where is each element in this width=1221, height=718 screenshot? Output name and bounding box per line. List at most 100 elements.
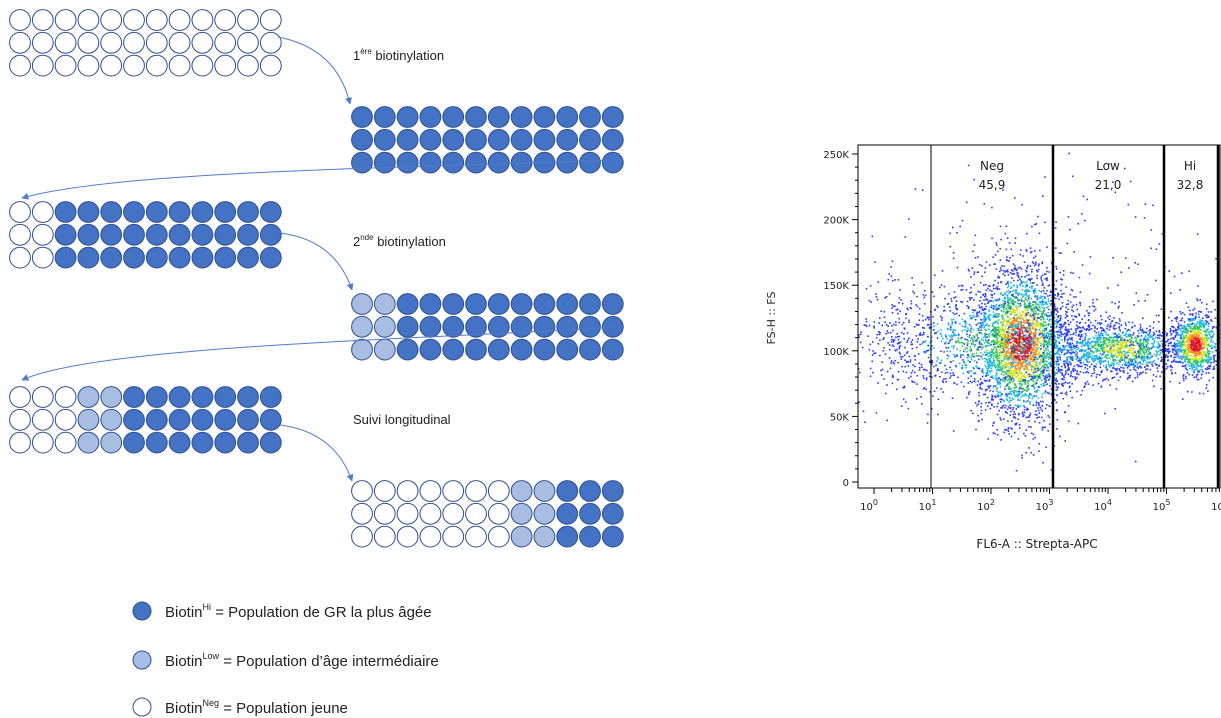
scatter-event xyxy=(1151,363,1153,365)
scatter-event xyxy=(1122,331,1125,334)
scatter-event xyxy=(1065,313,1067,316)
scatter-event xyxy=(1013,341,1016,343)
scatter-event xyxy=(1002,269,1005,272)
scatter-event xyxy=(1026,311,1028,314)
scatter-event xyxy=(1038,324,1040,326)
scatter-event xyxy=(1036,323,1038,326)
scatter-event xyxy=(1075,328,1077,330)
scatter-event xyxy=(1038,232,1041,235)
scatter-event xyxy=(937,369,939,372)
scatter-event xyxy=(1132,354,1134,356)
scatter-event xyxy=(1024,379,1026,381)
scatter-event xyxy=(1061,378,1063,381)
scatter-event xyxy=(822,373,824,375)
scatter-event xyxy=(1140,331,1143,333)
scatter-event xyxy=(1022,415,1024,418)
scatter-event xyxy=(1019,304,1022,307)
scatter-event xyxy=(1026,368,1028,370)
scatter-event xyxy=(1025,366,1027,368)
scatter-event xyxy=(1020,373,1022,375)
scatter-event xyxy=(1104,342,1107,345)
scatter-event xyxy=(1033,367,1035,369)
scatter-event xyxy=(1003,304,1005,306)
scatter-event xyxy=(1016,348,1018,351)
scatter-event xyxy=(1024,335,1027,338)
cell-biotin-neg xyxy=(77,9,100,31)
scatter-event xyxy=(1142,344,1144,347)
scatter-event xyxy=(1013,311,1015,313)
scatter-event xyxy=(1016,341,1019,344)
scatter-event xyxy=(994,395,996,397)
scatter-event xyxy=(1008,324,1011,327)
scatter-event xyxy=(1081,389,1084,392)
scatter-event xyxy=(992,386,995,388)
scatter-event xyxy=(1021,390,1024,393)
scatter-event xyxy=(1018,390,1021,393)
scatter-event xyxy=(1065,328,1068,331)
scatter-event xyxy=(887,332,889,334)
scatter-event xyxy=(1044,355,1047,358)
cell-biotin-hi xyxy=(419,106,442,128)
scatter-event xyxy=(1025,359,1027,362)
scatter-event xyxy=(980,331,982,334)
scatter-event xyxy=(1001,393,1003,395)
scatter-event xyxy=(1059,331,1061,333)
scatter-event xyxy=(1121,355,1123,357)
scatter-event xyxy=(1071,338,1073,340)
scatter-event xyxy=(983,379,986,382)
scatter-event xyxy=(1020,346,1022,349)
scatter-event xyxy=(1121,347,1123,349)
scatter-event xyxy=(1122,341,1124,344)
scatter-event xyxy=(1022,348,1025,351)
scatter-event xyxy=(1036,319,1038,321)
scatter-event xyxy=(1021,317,1023,319)
scatter-event xyxy=(1044,273,1046,275)
scatter-event xyxy=(1031,285,1034,287)
scatter-event xyxy=(1076,390,1078,393)
scatter-event xyxy=(981,275,983,278)
scatter-event xyxy=(985,312,987,315)
scatter-event xyxy=(1007,370,1009,373)
scatter-event xyxy=(1107,343,1109,345)
scatter-event xyxy=(1007,271,1009,273)
scatter-event xyxy=(1002,273,1005,275)
scatter-event xyxy=(1033,358,1036,360)
scatter-event xyxy=(1129,362,1132,365)
scatter-event xyxy=(973,273,975,275)
scatter-event xyxy=(1095,341,1097,344)
scatter-event xyxy=(1034,353,1037,355)
scatter-event xyxy=(1020,345,1022,347)
cell-biotin-hi xyxy=(396,315,419,338)
scatter-event xyxy=(981,308,984,310)
cell-biotin-hi xyxy=(556,338,579,361)
scatter-event xyxy=(1132,362,1135,364)
scatter-event xyxy=(1101,357,1103,359)
scatter-event xyxy=(976,333,979,335)
scatter-event xyxy=(1019,284,1022,287)
cell-biotin-hi xyxy=(442,315,465,338)
scatter-event xyxy=(990,357,992,359)
scatter-event xyxy=(947,328,950,330)
scatter-event xyxy=(1002,360,1004,363)
scatter-event xyxy=(1067,349,1069,352)
scatter-event xyxy=(1029,346,1032,349)
cell-biotin-neg xyxy=(31,54,54,77)
scatter-event xyxy=(1101,327,1103,329)
scatter-event xyxy=(1008,378,1010,381)
scatter-event xyxy=(1025,288,1027,291)
scatter-event xyxy=(1088,361,1091,363)
scatter-event xyxy=(1055,383,1058,385)
scatter-event xyxy=(975,428,977,431)
scatter-event xyxy=(1031,308,1033,311)
scatter-event xyxy=(992,390,994,393)
scatter-event xyxy=(1066,342,1069,344)
scatter-event xyxy=(1029,412,1032,415)
scatter-event xyxy=(977,256,979,258)
scatter-event xyxy=(1003,358,1006,361)
scatter-event xyxy=(1015,290,1017,292)
scatter-event xyxy=(1006,342,1008,344)
scatter-event xyxy=(1029,341,1031,343)
scatter-event xyxy=(1064,322,1067,324)
scatter-event xyxy=(1029,345,1031,347)
scatter-event xyxy=(1110,364,1112,366)
